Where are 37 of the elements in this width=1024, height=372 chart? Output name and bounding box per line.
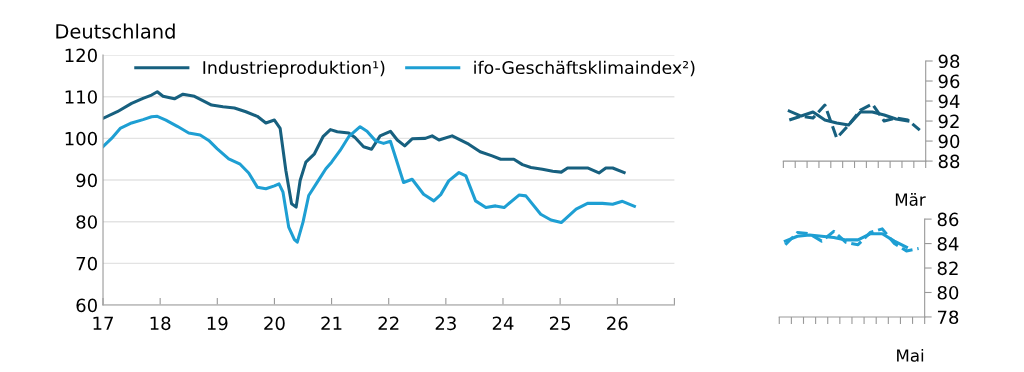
y-tick-label: 82: [937, 261, 958, 276]
y-tick-label: 84: [937, 237, 959, 251]
x-axis-title: Mär: [895, 193, 926, 206]
line-series: [783, 227, 921, 253]
y-tick-label: 100: [65, 131, 97, 146]
line-series: [103, 90, 626, 209]
y-tick-label: 96: [938, 74, 960, 89]
legend-label: Industrieproduktion¹): [203, 60, 385, 78]
x-tick-label: 26: [607, 316, 628, 331]
x-tick-label: 23: [435, 316, 456, 331]
y-tick-label: 90: [76, 173, 97, 188]
x-tick-label: 18: [150, 316, 171, 331]
y-tick-label: 80: [76, 215, 97, 229]
y-tick-label: 60: [76, 298, 97, 313]
y-tick-label: 70: [76, 256, 97, 271]
y-tick-label: 120: [65, 48, 97, 63]
legend-label: ifo-Geschäftsklimaindex²): [474, 60, 695, 77]
y-tick-label: 80: [937, 285, 959, 300]
y-tick-label: 88: [938, 154, 960, 169]
y-tick-label: 110: [65, 90, 97, 104]
chart-title: Deutschland: [56, 23, 175, 39]
y-tick-label: 78: [937, 310, 959, 325]
x-tick-label: 22: [378, 316, 399, 330]
y-tick-label: 90: [938, 134, 960, 149]
x-tick-label: 17: [93, 316, 113, 330]
y-tick-label: 98: [938, 54, 960, 69]
line-series: [103, 114, 636, 244]
x-tick-label: 25: [549, 316, 571, 331]
x-tick-label: 24: [492, 316, 514, 330]
y-tick-label: 94: [938, 94, 960, 109]
y-tick-label: 86: [937, 212, 959, 227]
x-tick-label: 21: [321, 316, 342, 330]
x-tick-label: 20: [264, 316, 285, 331]
y-tick-label: 92: [938, 114, 959, 129]
x-tick-label: 19: [207, 316, 228, 331]
x-axis-title: Mai: [897, 348, 924, 362]
line-series: [787, 102, 922, 140]
